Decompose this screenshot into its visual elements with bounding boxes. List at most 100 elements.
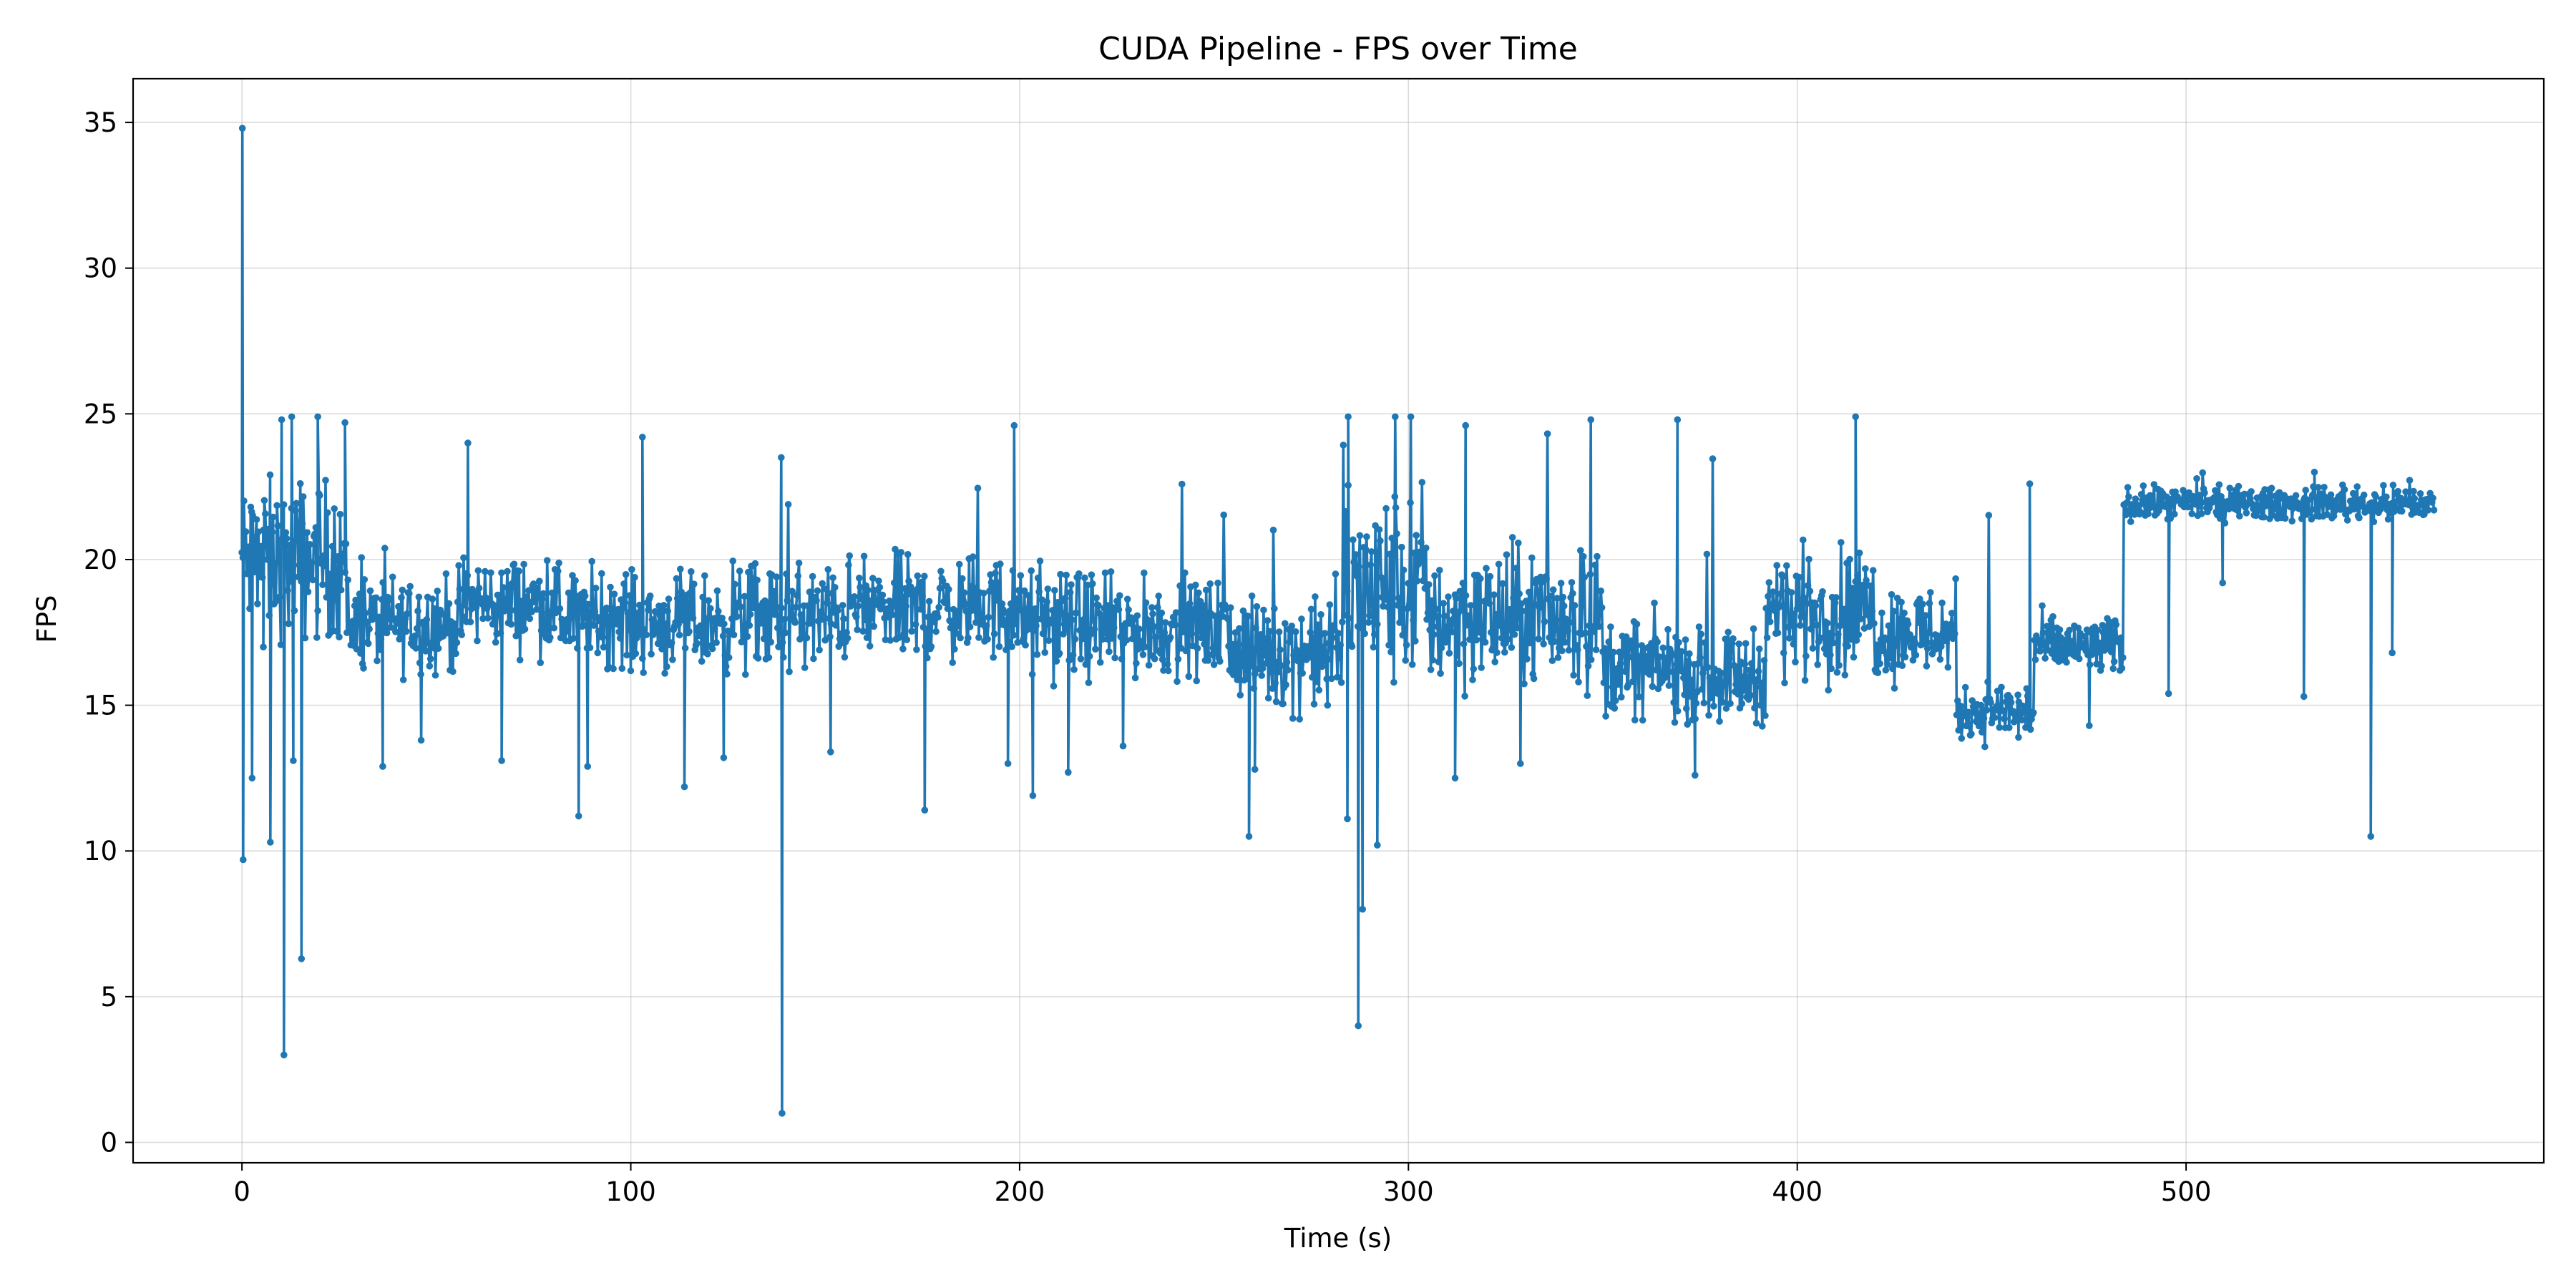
fps-data-point — [1350, 536, 1357, 544]
fps-data-point — [434, 645, 442, 652]
fps-data-point — [1884, 660, 1891, 668]
fps-data-point — [1310, 701, 1318, 708]
fps-data-point — [2383, 493, 2390, 501]
fps-data-point — [829, 574, 836, 582]
fps-data-point — [585, 600, 592, 608]
fps-data-point — [1825, 686, 1832, 694]
fps-data-point — [990, 653, 997, 661]
fps-data-point — [1951, 630, 1958, 638]
fps-data-point — [831, 584, 839, 591]
fps-data-point — [1193, 677, 1200, 685]
fps-data-point — [1123, 636, 1131, 644]
fps-data-point — [1664, 625, 1672, 633]
fps-data-point — [919, 592, 926, 600]
fps-data-point — [1858, 593, 1865, 601]
fps-data-point — [1241, 651, 1249, 659]
fps-data-point — [248, 774, 256, 782]
fps-data-point — [569, 572, 576, 579]
fps-data-point — [630, 618, 638, 625]
fps-data-point — [1980, 715, 1988, 722]
fps-data-point — [1324, 701, 1332, 709]
fps-data-point — [1546, 592, 1554, 600]
fps-data-point — [320, 552, 328, 560]
fps-data-point — [326, 570, 333, 578]
fps-data-point — [626, 592, 633, 599]
fps-data-point — [1423, 615, 1430, 623]
fps-data-point — [1095, 602, 1102, 609]
fps-data-point — [904, 551, 912, 558]
fps-data-point — [361, 609, 369, 617]
fps-data-point — [1052, 623, 1059, 630]
fps-data-point — [1926, 600, 1933, 607]
fps-data-point — [1695, 623, 1703, 630]
fps-data-point — [2049, 613, 2057, 620]
fps-data-point — [1118, 655, 1126, 663]
fps-data-point — [1066, 589, 1074, 596]
fps-data-point — [366, 625, 373, 633]
fps-data-point — [908, 628, 915, 635]
fps-data-point — [509, 580, 516, 587]
fps-data-point — [1729, 635, 1737, 643]
fps-data-point — [1703, 550, 1711, 558]
fps-data-point — [1701, 639, 1709, 646]
fps-data-point — [1282, 620, 1289, 628]
fps-data-point — [869, 575, 877, 582]
fps-data-point — [1110, 624, 1118, 631]
fps-data-point — [484, 615, 492, 622]
fps-data-point — [1535, 635, 1543, 643]
fps-data-point — [1925, 629, 1932, 636]
fps-data-point — [1465, 612, 1473, 620]
fps-data-point — [966, 623, 974, 630]
fps-data-point — [1785, 623, 1792, 631]
fps-data-point — [531, 598, 538, 606]
fps-data-point — [781, 629, 789, 637]
fps-data-point — [683, 602, 690, 610]
fps-data-point — [844, 635, 852, 642]
fps-data-point — [1584, 662, 1592, 670]
fps-data-point — [1445, 593, 1452, 600]
fps-data-point — [1309, 673, 1316, 681]
fps-data-point — [947, 624, 955, 632]
fps-data-point — [792, 603, 800, 611]
fps-data-point — [1367, 561, 1375, 569]
fps-data-point — [1393, 530, 1400, 537]
fps-data-point — [1470, 665, 1478, 673]
fps-data-point — [1442, 638, 1449, 646]
fps-data-point — [851, 593, 858, 600]
fps-data-point — [581, 592, 589, 600]
fps-data-point — [1244, 613, 1252, 620]
fps-data-point — [1540, 640, 1547, 648]
fps-data-point — [668, 639, 675, 646]
fps-data-point — [1674, 416, 1682, 424]
fps-data-point — [1440, 613, 1448, 620]
fps-data-point — [454, 598, 462, 605]
fps-data-point — [1413, 577, 1421, 585]
fps-data-point — [1431, 572, 1438, 580]
fps-data-point — [794, 592, 801, 599]
fps-data-point — [696, 632, 703, 640]
fps-data-point — [542, 619, 549, 626]
fps-data-point — [1680, 674, 1687, 682]
fps-data-point — [1396, 619, 1403, 626]
fps-data-point — [1776, 601, 1783, 609]
fps-data-point — [394, 615, 401, 623]
fps-data-point — [1427, 666, 1435, 673]
fps-data-point — [645, 606, 652, 614]
fps-data-point — [1511, 630, 1518, 638]
fps-data-point — [816, 646, 823, 654]
fps-data-point — [1356, 532, 1364, 540]
fps-data-point — [1773, 562, 1780, 569]
fps-data-point — [1553, 595, 1561, 602]
fps-data-point — [1896, 615, 1904, 623]
fps-data-point — [1901, 653, 1909, 660]
fps-data-point — [937, 567, 945, 575]
fps-data-point — [689, 615, 697, 622]
fps-data-point — [1262, 635, 1269, 643]
fps-data-point — [651, 608, 659, 615]
fps-data-point — [1469, 676, 1476, 683]
fps-data-point — [1364, 588, 1372, 595]
fps-data-point — [1916, 595, 1923, 602]
fps-data-point — [590, 622, 597, 629]
x-tick-label: 300 — [1383, 1176, 1434, 1207]
fps-data-point — [1870, 620, 1878, 628]
